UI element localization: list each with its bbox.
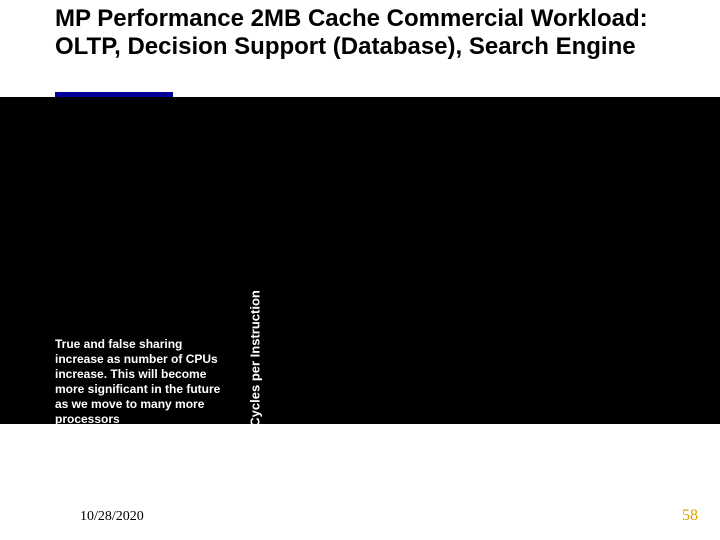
- footer-date: 10/28/2020: [80, 509, 144, 525]
- footer-page-number: 58: [682, 507, 698, 525]
- chart-ylabel-container: (Memory) Cycles per Instruction: [245, 272, 265, 512]
- chart-ylabel: (Memory) Cycles per Instruction: [248, 270, 263, 510]
- body-text: True and false sharing increase as numbe…: [55, 337, 225, 427]
- content-region: True and false sharing increase as numbe…: [0, 97, 720, 424]
- slide-title: MP Performance 2MB Cache Commercial Work…: [55, 5, 665, 60]
- slide: MP Performance 2MB Cache Commercial Work…: [0, 0, 720, 540]
